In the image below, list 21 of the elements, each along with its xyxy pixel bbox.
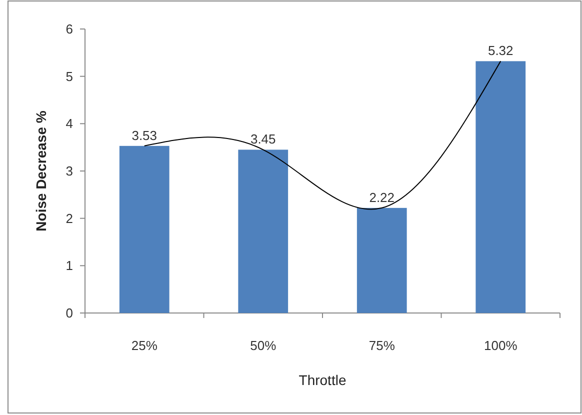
data-label: 3.45 (250, 132, 276, 147)
y-tick-label: 2 (66, 210, 73, 226)
y-axis-title: Noise Decrease % (33, 110, 49, 232)
x-axis-title: Throttle (298, 372, 346, 388)
data-label: 2.22 (369, 190, 395, 205)
x-tick-label: 50% (250, 338, 277, 353)
data-label: 3.53 (132, 128, 158, 143)
bar (476, 61, 526, 313)
y-tick-label: 5 (66, 68, 73, 84)
bar (119, 146, 170, 313)
y-tick-label: 1 (66, 258, 73, 274)
y-tick-label: 6 (66, 22, 73, 37)
y-tick-label: 3 (66, 164, 73, 179)
bar (238, 150, 288, 313)
x-tick-label: 100% (484, 338, 518, 353)
y-tick-label: 4 (66, 116, 73, 132)
y-tick-label: 0 (66, 306, 73, 321)
x-tick-label: 75% (368, 338, 396, 353)
data-label: 5.32 (488, 43, 514, 58)
x-tick-label: 25% (131, 338, 158, 353)
bar (356, 208, 407, 313)
